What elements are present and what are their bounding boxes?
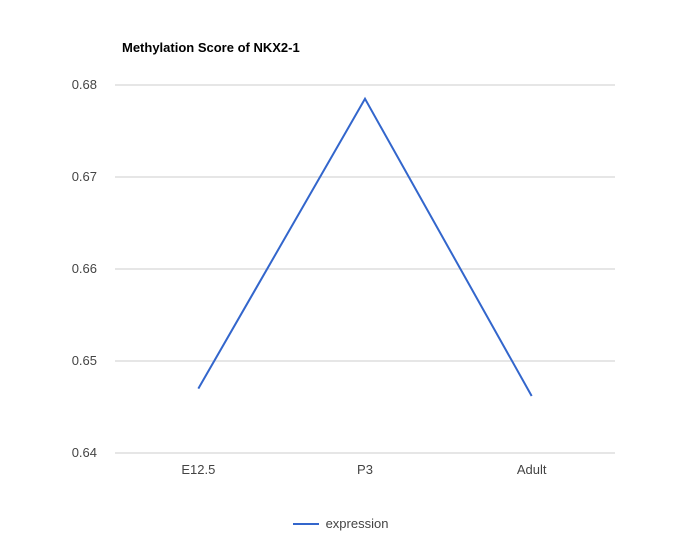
x-axis-tick-label: P3: [357, 462, 373, 477]
legend: expression: [0, 516, 681, 532]
chart-title: Methylation Score of NKX2-1: [122, 40, 300, 55]
y-axis-tick-label: 0.66: [71, 261, 97, 276]
y-axis-tick-label: 0.68: [71, 77, 97, 92]
series-line-expression[interactable]: [197, 96, 533, 397]
y-axis-tick-label: 0.65: [71, 353, 97, 368]
y-axis-tick-label: 0.67: [71, 169, 97, 184]
y-axis-tick-label: 0.64: [71, 445, 97, 460]
x-axis-tick-label: E12.5: [181, 462, 216, 477]
legend-line-swatch: [292, 523, 319, 525]
legend-label: expression: [325, 516, 389, 531]
x-axis-tick-label: Adult: [516, 462, 547, 477]
